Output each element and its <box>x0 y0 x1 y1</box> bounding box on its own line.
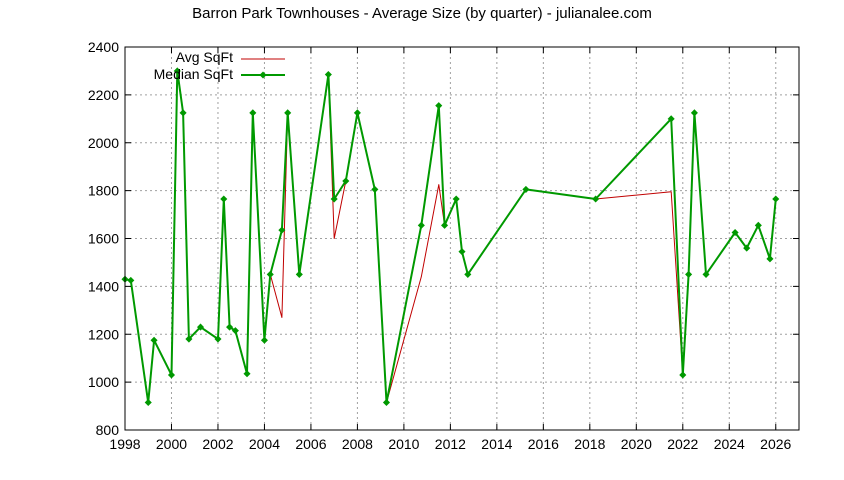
y-tick-label: 2000 <box>88 135 119 151</box>
median-point <box>167 371 176 379</box>
median-point <box>743 244 751 252</box>
x-tick-label: 2010 <box>388 436 419 452</box>
x-tick-label: 1998 <box>109 436 140 452</box>
median-point <box>667 115 675 123</box>
x-tick-label: 2022 <box>667 436 698 452</box>
series-line-median <box>124 69 777 404</box>
legend: Avg SqFt Median SqFt <box>154 49 285 82</box>
median-point <box>220 195 228 203</box>
median-point <box>685 270 693 278</box>
median-point <box>342 177 350 185</box>
x-tick-label: 2020 <box>621 436 652 452</box>
x-tick-label: 2006 <box>295 436 326 452</box>
x-tick-label: 2026 <box>760 436 791 452</box>
y-tick-label: 1200 <box>88 326 119 342</box>
median-point <box>435 102 443 110</box>
median-point <box>441 221 449 229</box>
y-tick-label: 2200 <box>88 87 119 103</box>
median-point <box>144 398 152 407</box>
median-point <box>371 185 379 193</box>
median-point <box>226 323 234 331</box>
median-point <box>330 195 338 203</box>
y-tick-label: 1400 <box>88 278 119 294</box>
median-point <box>295 270 303 278</box>
x-tick-label: 2008 <box>342 436 373 452</box>
median-point <box>458 248 466 256</box>
median-point <box>452 195 460 203</box>
legend-marker-median <box>259 71 267 79</box>
median-point <box>127 276 135 284</box>
median-point <box>179 109 187 117</box>
median-point <box>382 398 391 407</box>
median-point <box>766 255 774 263</box>
median-point <box>731 228 739 237</box>
legend-label-median: Median SqFt <box>154 66 233 82</box>
median-point <box>690 109 698 117</box>
y-tick-label: 2400 <box>88 39 119 55</box>
chart-title: Barron Park Townhouses - Average Size (b… <box>192 5 652 22</box>
x-tick-label: 2016 <box>528 436 559 452</box>
median-point <box>417 221 425 229</box>
median-point <box>243 370 251 378</box>
median-point <box>231 327 239 335</box>
median-point <box>754 221 762 229</box>
median-point <box>522 185 530 193</box>
median-point <box>284 109 292 117</box>
median-point <box>260 336 268 344</box>
median-point <box>592 195 600 203</box>
median-point <box>772 195 780 203</box>
median-point <box>702 270 710 278</box>
y-tick-label: 1600 <box>88 231 119 247</box>
median-point <box>679 371 687 379</box>
x-tick-label: 2014 <box>481 436 512 452</box>
x-tick-label: 2018 <box>574 436 605 452</box>
median-point <box>249 109 257 117</box>
x-tick-label: 2000 <box>156 436 187 452</box>
median-point <box>196 323 205 331</box>
y-tick-label: 1800 <box>88 183 119 199</box>
median-point <box>266 270 274 278</box>
median-point <box>353 109 361 117</box>
median-point <box>324 70 332 79</box>
series-layer <box>121 67 780 407</box>
legend-label-avg: Avg SqFt <box>176 49 233 65</box>
x-tick-label: 2004 <box>249 436 280 452</box>
grid <box>125 47 799 430</box>
y-tick-label: 1000 <box>88 374 119 390</box>
median-point <box>278 226 286 234</box>
y-tick-label: 800 <box>96 422 120 438</box>
x-tick-label: 2002 <box>202 436 233 452</box>
x-tick-label: 2024 <box>714 436 745 452</box>
median-point <box>173 67 181 75</box>
axes: 1998 2000 2002 2004 2006 2008 2010 2012 2014 2016… <box>88 39 799 452</box>
median-point <box>214 335 222 343</box>
median-point <box>464 270 472 278</box>
median-point <box>150 336 158 344</box>
median-point <box>185 335 193 343</box>
x-tick-label: 2012 <box>435 436 466 452</box>
